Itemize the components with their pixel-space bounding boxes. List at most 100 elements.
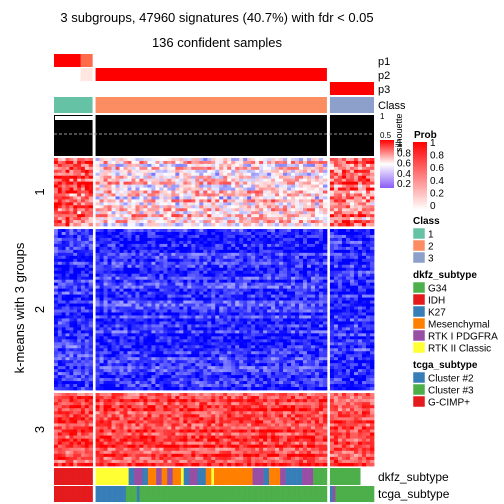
heatmap-cell xyxy=(95,181,100,186)
heatmap-cell xyxy=(167,252,172,257)
heatmap-cell xyxy=(143,339,148,343)
heatmap-cell xyxy=(287,318,292,322)
heatmap-cell xyxy=(179,246,184,251)
heatmap-cell xyxy=(303,300,308,304)
heatmap-cell xyxy=(207,231,212,236)
heatmap-cell xyxy=(99,336,104,340)
heatmap-cell xyxy=(151,169,156,174)
heatmap-cell xyxy=(322,279,328,284)
heatmap-cell xyxy=(179,252,184,257)
heatmap-cell xyxy=(306,306,312,310)
heatmap-cell xyxy=(163,288,168,293)
heatmap-cell xyxy=(279,229,284,233)
heatmap-cell xyxy=(115,303,120,307)
heatmap-cell xyxy=(329,163,335,168)
heatmap-cell xyxy=(361,214,367,218)
heatmap-cell xyxy=(271,223,276,227)
heatmap-cell xyxy=(223,214,228,218)
heatmap-cell xyxy=(187,187,192,191)
heatmap-cell xyxy=(251,175,256,180)
heatmap-cell xyxy=(207,315,212,319)
heatmap-cell xyxy=(65,184,70,188)
heatmap-cell xyxy=(247,303,252,307)
heatmap-cell xyxy=(247,205,252,209)
heatmap-cell xyxy=(247,220,252,224)
heatmap-cell xyxy=(183,205,188,209)
heatmap-cell xyxy=(171,196,176,200)
heatmap-cell xyxy=(227,330,232,334)
heatmap-cell xyxy=(159,255,164,260)
heatmap-cell xyxy=(61,378,66,382)
heatmap-cell xyxy=(80,211,86,215)
heatmap-cell xyxy=(139,252,144,257)
heatmap-cell xyxy=(199,220,204,224)
heatmap-cell xyxy=(115,312,120,316)
heatmap-cell xyxy=(54,366,59,370)
heatmap-cell xyxy=(167,342,172,346)
heatmap-cell xyxy=(175,231,180,236)
heatmap-cell xyxy=(191,190,196,194)
heatmap-cell xyxy=(215,360,220,364)
heatmap-cell xyxy=(155,175,160,180)
heatmap-cell xyxy=(365,166,371,171)
heatmap-cell xyxy=(103,333,108,337)
heatmap-cell xyxy=(357,172,363,177)
heatmap-cell xyxy=(131,306,136,310)
heatmap-cell xyxy=(151,240,156,245)
heatmap-cell xyxy=(223,163,228,168)
heatmap-cell xyxy=(84,264,90,269)
heatmap-cell xyxy=(223,282,228,287)
heatmap-cell xyxy=(255,282,260,287)
heatmap-cell xyxy=(303,315,308,319)
heatmap-cell xyxy=(187,288,192,293)
heatmap-cell xyxy=(99,354,104,358)
heatmap-cell xyxy=(203,321,208,325)
heatmap-cell xyxy=(255,172,260,177)
heatmap-cell xyxy=(235,312,240,316)
heatmap-cell xyxy=(283,211,288,215)
heatmap-cell xyxy=(267,309,272,313)
heatmap-cell xyxy=(111,190,116,194)
heatmap-cell xyxy=(263,318,268,322)
heatmap-cell xyxy=(251,249,256,254)
heatmap-cell xyxy=(259,339,264,343)
heatmap-cell xyxy=(61,202,66,206)
heatmap-cell xyxy=(239,187,244,191)
heatmap-cell xyxy=(123,348,128,352)
heatmap-cell xyxy=(99,318,104,322)
heatmap-cell xyxy=(57,258,63,263)
heatmap-cell xyxy=(123,321,128,325)
heatmap-cell xyxy=(207,237,212,242)
heatmap-cell xyxy=(349,160,355,165)
heatmap-cell xyxy=(73,267,78,272)
heatmap-cell xyxy=(127,202,132,206)
heatmap-cell xyxy=(65,375,70,379)
heatmap-cell xyxy=(88,321,93,325)
heatmap-cell xyxy=(57,217,63,221)
heatmap-cell xyxy=(73,234,78,239)
heatmap-cell xyxy=(80,202,86,206)
heatmap-cell xyxy=(127,318,132,322)
heatmap-cell xyxy=(107,333,112,337)
heatmap-cell xyxy=(73,264,78,269)
heatmap-cell xyxy=(69,229,74,233)
heatmap-cell xyxy=(239,160,244,165)
heatmap-cell xyxy=(303,243,308,248)
heatmap-cell xyxy=(271,264,276,269)
heatmap-cell xyxy=(255,234,260,239)
heatmap-cell xyxy=(318,172,324,177)
heatmap-cell xyxy=(306,175,312,180)
heatmap-cell xyxy=(219,217,224,221)
heatmap-cell xyxy=(73,246,78,251)
heatmap-cell xyxy=(215,276,220,281)
heatmap-cell xyxy=(143,279,148,284)
heatmap-cell xyxy=(283,285,288,290)
heatmap-cell xyxy=(275,178,280,183)
heatmap-cell xyxy=(139,357,144,361)
heatmap-cell xyxy=(247,258,252,263)
heatmap-cell xyxy=(54,234,59,239)
heatmap-cell xyxy=(123,345,128,349)
heatmap-cell xyxy=(255,166,260,171)
heatmap-cell xyxy=(322,169,328,174)
heatmap-cell xyxy=(219,181,224,186)
